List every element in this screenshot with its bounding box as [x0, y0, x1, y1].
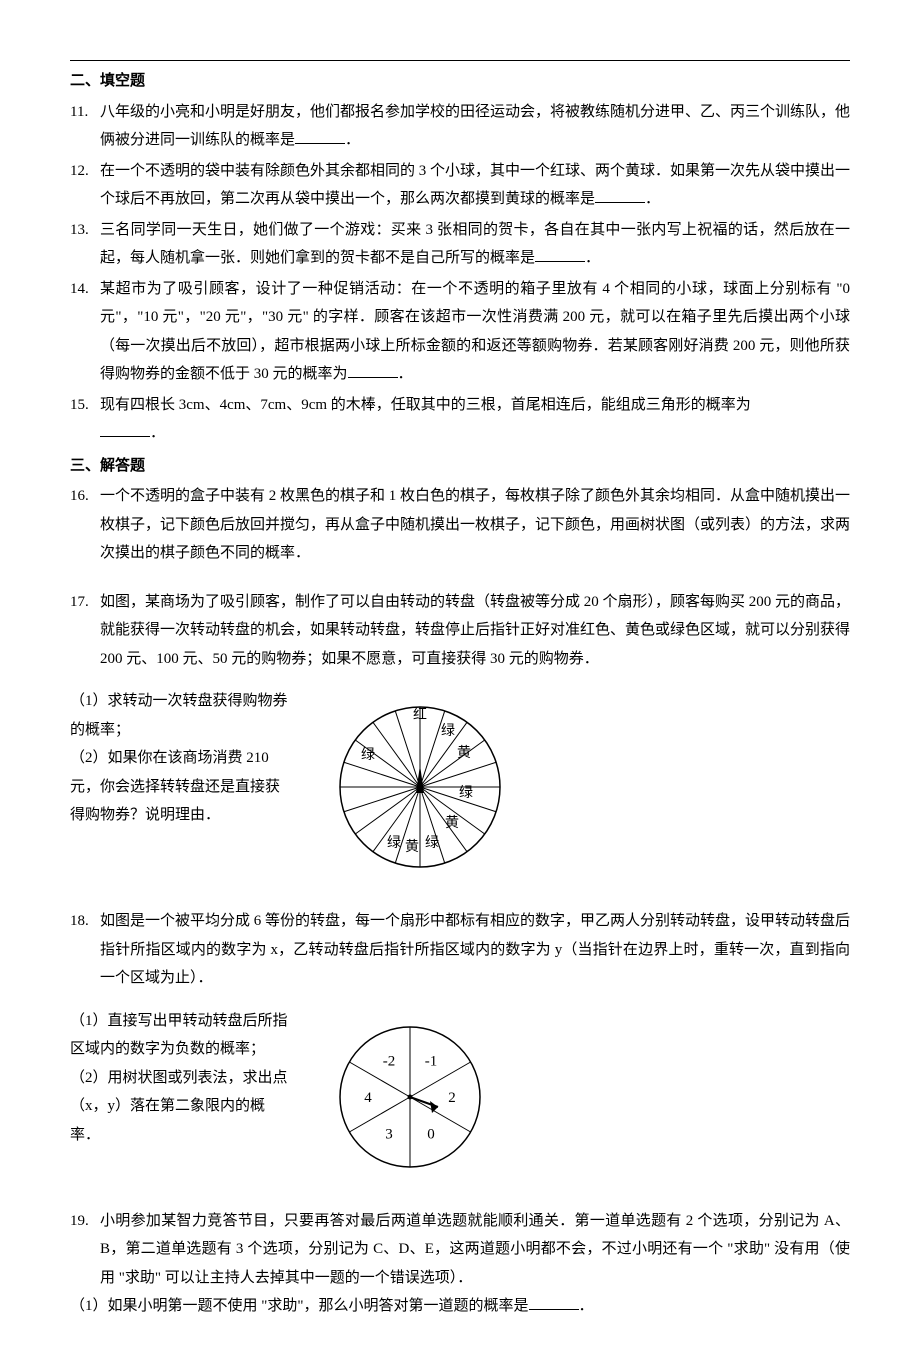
q19-s1a: （1）如果小明第一题不使用 "求助"，那么小明答对第一道题的概率是 — [70, 1298, 529, 1314]
q13-t2: ． — [585, 250, 600, 266]
q11-text: 八年级的小亮和小明是好朋友，他们都报名参加学校的田径运动会，将被教练随机分进甲、… — [100, 98, 850, 155]
q12-blank — [595, 187, 645, 203]
q15-t2: ． — [150, 425, 165, 441]
svg-text:黄: 黄 — [457, 744, 471, 761]
q15-num: 15. — [70, 391, 100, 448]
svg-text:-1: -1 — [425, 1053, 438, 1069]
q18-spinner: -1 2 0 3 4 -2 — [320, 1007, 500, 1187]
q19-s1: （1）如果小明第一题不使用 "求助"，那么小明答对第一道题的概率是 ． — [70, 1292, 850, 1321]
svg-text:绿: 绿 — [441, 723, 455, 739]
svg-text:黄: 黄 — [445, 814, 459, 831]
q14-blank — [348, 362, 398, 378]
q17-spinner: 红绿黄绿黄绿黄绿绿 — [320, 687, 520, 887]
q11-t1: 八年级的小亮和小明是好朋友，他们都报名参加学校的田径运动会，将被教练随机分进甲、… — [100, 104, 850, 149]
q18-s2: （2）用树状图或列表法，求出点（x，y）落在第二象限内的概率． — [70, 1064, 290, 1150]
q19-num: 19. — [70, 1207, 100, 1293]
section-fill-title: 二、填空题 — [70, 67, 850, 96]
svg-text:绿: 绿 — [387, 835, 401, 851]
q15: 15. 现有四根长 3cm、4cm、7cm、9cm 的木棒，任取其中的三根，首尾… — [70, 391, 850, 448]
q12-t1: 在一个不透明的袋中装有除颜色外其余都相同的 3 个小球，其中一个红球、两个黄球．… — [100, 163, 850, 208]
q14-t1: 某超市为了吸引顾客，设计了一种促销活动：在一个不透明的箱子里放有 4 个相同的小… — [100, 281, 850, 383]
q19-s1b: ． — [579, 1298, 594, 1314]
q12-t2: ． — [645, 191, 660, 207]
q18-text: 如图是一个被平均分成 6 等份的转盘，每一个扇形中都标有相应的数字，甲乙两人分别… — [100, 907, 850, 993]
q11-t2: ． — [345, 132, 360, 148]
q12-text: 在一个不透明的袋中装有除颜色外其余都相同的 3 个小球，其中一个红球、两个黄球．… — [100, 157, 850, 214]
q14-text: 某超市为了吸引顾客，设计了一种促销活动：在一个不透明的箱子里放有 4 个相同的小… — [100, 275, 850, 389]
q17-text: 如图，某商场为了吸引顾客，制作了可以自由转动的转盘（转盘被等分成 20 个扇形）… — [100, 588, 850, 674]
q17-s2: （2）如果你在该商场消费 210 元，你会选择转转盘还是直接获得购物券？说明理由… — [70, 744, 290, 830]
q13-num: 13. — [70, 216, 100, 273]
q14-t2: ． — [398, 366, 413, 382]
q13-text: 三名同学同一天生日，她们做了一个游戏：买来 3 张相同的贺卡，各自在其中一张内写… — [100, 216, 850, 273]
q16-text: 一个不透明的盒子中装有 2 枚黑色的棋子和 1 枚白色的棋子，每枚棋子除了颜色外… — [100, 482, 850, 568]
q15-text: 现有四根长 3cm、4cm、7cm、9cm 的木棒，任取其中的三根，首尾相连后，… — [100, 391, 850, 448]
svg-text:4: 4 — [364, 1090, 372, 1106]
q18: 18. 如图是一个被平均分成 6 等份的转盘，每一个扇形中都标有相应的数字，甲乙… — [70, 907, 850, 993]
q12: 12. 在一个不透明的袋中装有除颜色外其余都相同的 3 个小球，其中一个红球、两… — [70, 157, 850, 214]
svg-text:黄: 黄 — [405, 838, 419, 855]
q11-num: 11. — [70, 98, 100, 155]
q15-t1: 现有四根长 3cm、4cm、7cm、9cm 的木棒，任取其中的三根，首尾相连后，… — [100, 397, 751, 413]
q16: 16. 一个不透明的盒子中装有 2 枚黑色的棋子和 1 枚白色的棋子，每枚棋子除… — [70, 482, 850, 568]
svg-text:绿: 绿 — [361, 747, 375, 763]
q19: 19. 小明参加某智力竞答节目，只要再答对最后两道单选题就能顺利通关．第一道单选… — [70, 1207, 850, 1293]
q18-s1: （1）直接写出甲转动转盘后所指区域内的数字为负数的概率； — [70, 1007, 290, 1064]
q11: 11. 八年级的小亮和小明是好朋友，他们都报名参加学校的田径运动会，将被教练随机… — [70, 98, 850, 155]
q12-num: 12. — [70, 157, 100, 214]
q18-fig-row: （1）直接写出甲转动转盘后所指区域内的数字为负数的概率； （2）用树状图或列表法… — [70, 1007, 850, 1187]
q13: 13. 三名同学同一天生日，她们做了一个游戏：买来 3 张相同的贺卡，各自在其中… — [70, 216, 850, 273]
q16-num: 16. — [70, 482, 100, 568]
svg-text:2: 2 — [448, 1090, 456, 1106]
q17-num: 17. — [70, 588, 100, 674]
section-solve-title: 三、解答题 — [70, 452, 850, 481]
spinner17-svg: 红绿黄绿黄绿黄绿绿 — [320, 687, 520, 887]
q13-t1: 三名同学同一天生日，她们做了一个游戏：买来 3 张相同的贺卡，各自在其中一张内写… — [100, 222, 850, 267]
q19-text: 小明参加某智力竞答节目，只要再答对最后两道单选题就能顺利通关．第一道单选题有 2… — [100, 1207, 850, 1293]
svg-text:绿: 绿 — [425, 835, 439, 851]
svg-text:-2: -2 — [383, 1053, 396, 1069]
svg-text:绿: 绿 — [459, 785, 473, 801]
spinner18-svg: -1 2 0 3 4 -2 — [320, 1007, 500, 1187]
q11-blank — [295, 128, 345, 144]
q17-s1: （1）求转动一次转盘获得购物券的概率； — [70, 687, 290, 744]
svg-text:红: 红 — [413, 707, 427, 723]
q18-num: 18. — [70, 907, 100, 993]
q19-blank — [529, 1294, 579, 1310]
q17: 17. 如图，某商场为了吸引顾客，制作了可以自由转动的转盘（转盘被等分成 20 … — [70, 588, 850, 674]
q18-subs: （1）直接写出甲转动转盘后所指区域内的数字为负数的概率； （2）用树状图或列表法… — [70, 1007, 290, 1150]
q17-fig-row: （1）求转动一次转盘获得购物券的概率； （2）如果你在该商场消费 210 元，你… — [70, 687, 850, 887]
q15-blank — [100, 421, 150, 437]
svg-text:3: 3 — [385, 1126, 393, 1142]
q17-subs: （1）求转动一次转盘获得购物券的概率； （2）如果你在该商场消费 210 元，你… — [70, 687, 290, 830]
q13-blank — [535, 246, 585, 262]
q14-num: 14. — [70, 275, 100, 389]
svg-text:0: 0 — [427, 1126, 435, 1142]
q14: 14. 某超市为了吸引顾客，设计了一种促销活动：在一个不透明的箱子里放有 4 个… — [70, 275, 850, 389]
